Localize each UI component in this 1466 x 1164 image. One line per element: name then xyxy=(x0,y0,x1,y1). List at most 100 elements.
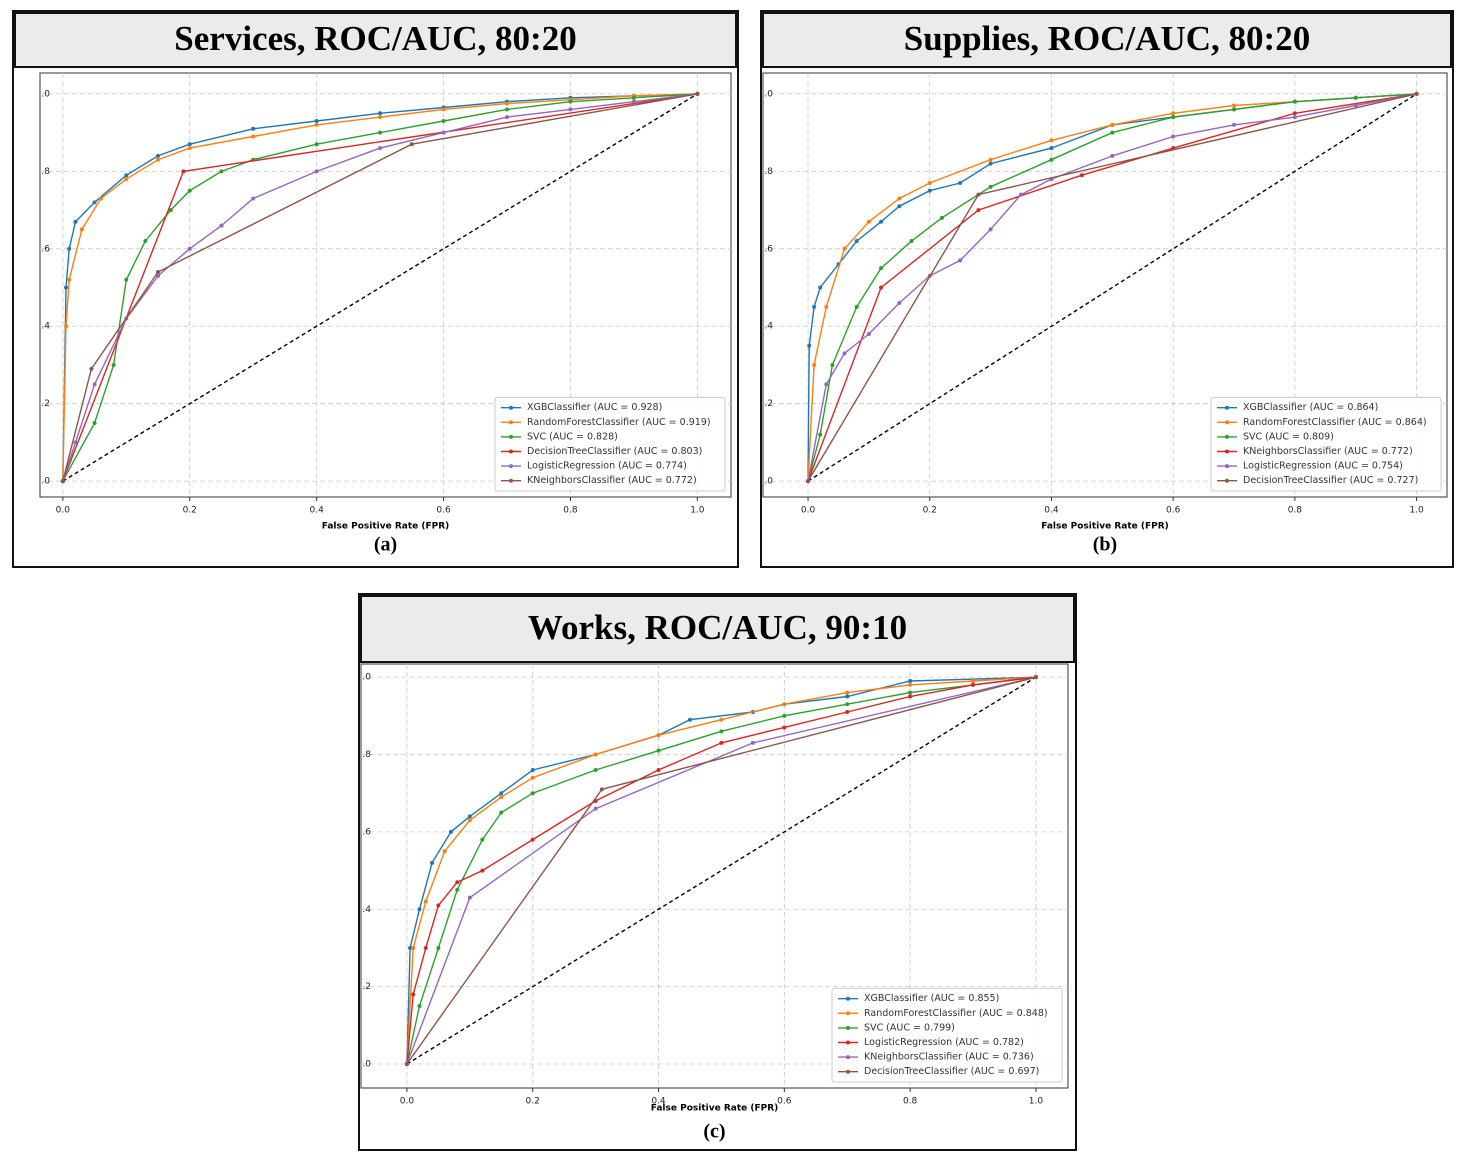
title-bar xyxy=(360,595,1075,663)
x-tick-label: 0.2 xyxy=(923,506,937,516)
roc-point xyxy=(455,880,460,885)
legend-label: KNeighborsClassifier (AUC = 0.736) xyxy=(864,1052,1034,1063)
x-tick-label: 0.6 xyxy=(1166,506,1181,516)
y-tick-label: .0 xyxy=(41,89,50,99)
legend-marker xyxy=(509,405,513,410)
roc-point xyxy=(976,208,981,213)
roc-point xyxy=(67,277,72,282)
roc-point xyxy=(719,729,724,734)
roc-point xyxy=(750,740,755,745)
x-tick-label: 0.8 xyxy=(903,1097,918,1107)
roc-point xyxy=(92,421,97,426)
legend-label: KNeighborsClassifier (AUC = 0.772) xyxy=(1243,446,1413,457)
roc-point xyxy=(971,682,976,687)
y-tick-label: .4 xyxy=(362,905,371,915)
legend-marker xyxy=(509,420,513,425)
roc-curve xyxy=(406,676,1036,1065)
roc-point xyxy=(1232,122,1237,127)
y-tick-label: .6 xyxy=(764,244,773,254)
roc-point xyxy=(1232,103,1237,108)
roc-point xyxy=(378,111,383,116)
roc-point xyxy=(187,246,192,251)
roc-point xyxy=(988,184,993,189)
roc-point xyxy=(897,196,902,201)
legend-label: LogisticRegression (AUC = 0.754) xyxy=(1243,461,1403,472)
roc-point xyxy=(187,142,192,147)
roc-point xyxy=(854,239,859,244)
roc-point xyxy=(79,227,84,232)
roc-point xyxy=(1292,115,1297,120)
roc-point xyxy=(1414,91,1419,96)
roc-point xyxy=(854,304,859,309)
roc-point xyxy=(806,479,811,484)
x-tick-label: 0.8 xyxy=(1288,506,1303,516)
roc-point xyxy=(897,301,902,306)
roc-point xyxy=(442,849,447,854)
roc-point xyxy=(441,119,446,124)
legend-marker xyxy=(846,996,850,1001)
roc-point xyxy=(845,690,850,695)
y-tick-label: .0 xyxy=(41,477,50,487)
legend-label: RandomForestClassifier (AUC = 0.864) xyxy=(1243,417,1427,428)
y-tick-label: .2 xyxy=(41,399,50,409)
roc-point xyxy=(417,907,422,912)
x-axis-label: False Positive Rate (FPR) xyxy=(651,1104,779,1114)
y-tick-label: .8 xyxy=(362,750,371,760)
legend-label: LogisticRegression (AUC = 0.782) xyxy=(864,1037,1024,1048)
legend-label: SVC (AUC = 0.809) xyxy=(1243,431,1334,442)
legend-label: DecisionTreeClassifier (AUC = 0.727) xyxy=(1243,475,1418,486)
chance-line xyxy=(807,93,1417,482)
roc-point xyxy=(719,717,724,722)
x-tick-label: 1.0 xyxy=(1029,1097,1044,1107)
roc-point xyxy=(1353,103,1358,108)
legend-label: RandomForestClassifier (AUC = 0.848) xyxy=(864,1008,1048,1019)
roc-point xyxy=(124,173,129,178)
roc-point xyxy=(530,837,535,842)
roc-point xyxy=(1033,675,1038,680)
y-tick-label: .0 xyxy=(362,1060,371,1070)
roc-curve xyxy=(62,93,698,482)
roc-point xyxy=(824,304,829,309)
x-tick-label: 0.2 xyxy=(183,506,197,516)
legend-marker xyxy=(509,449,513,454)
legend-label: XGBClassifier (AUC = 0.928) xyxy=(527,402,662,413)
legend-marker xyxy=(1225,434,1229,439)
x-tick-label: 0.4 xyxy=(1044,506,1059,516)
roc-point xyxy=(156,157,161,162)
roc-point xyxy=(187,188,192,193)
x-axis-label: False Positive Rate (FPR) xyxy=(1041,522,1169,532)
roc-point xyxy=(1171,134,1176,139)
title-bar xyxy=(14,12,737,68)
roc-point xyxy=(411,945,416,950)
roc-point xyxy=(818,285,823,290)
roc-point xyxy=(505,107,510,112)
panel-caption: (b) xyxy=(1093,534,1117,556)
legend-marker xyxy=(509,478,513,483)
roc-point xyxy=(378,130,383,135)
roc-point xyxy=(73,219,78,224)
legend-marker xyxy=(1225,420,1229,425)
legend-marker xyxy=(1225,464,1229,469)
roc-point xyxy=(251,134,256,139)
x-tick-label: 0.0 xyxy=(400,1097,415,1107)
roc-point xyxy=(499,810,504,815)
roc-point xyxy=(1353,95,1358,100)
roc-point xyxy=(417,1003,422,1008)
roc-point xyxy=(593,806,598,811)
roc-point xyxy=(467,818,472,823)
roc-point xyxy=(971,679,976,684)
roc-point xyxy=(782,725,787,730)
legend-marker xyxy=(509,434,513,439)
roc-point xyxy=(1049,157,1054,162)
roc-point xyxy=(168,208,173,213)
roc-point xyxy=(782,713,787,718)
roc-point xyxy=(1049,146,1054,151)
chance-line xyxy=(62,93,698,482)
roc-point xyxy=(988,157,993,162)
roc-point xyxy=(448,829,453,834)
y-tick-label: .6 xyxy=(41,244,50,254)
x-tick-label: 0.4 xyxy=(651,1097,666,1107)
title-bar xyxy=(762,12,1452,68)
roc-point xyxy=(409,142,414,147)
roc-point xyxy=(181,169,186,174)
